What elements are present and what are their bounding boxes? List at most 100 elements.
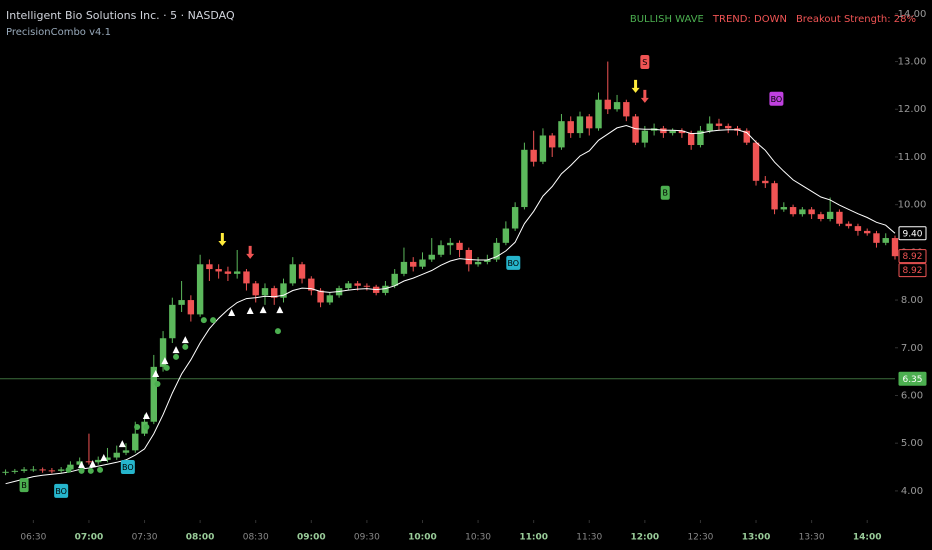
- x-tick-label: 09:30: [354, 533, 380, 543]
- candle-body: [586, 116, 593, 129]
- signal-triangle: [161, 357, 169, 365]
- price-label: 9.40: [902, 229, 922, 239]
- candle-body: [178, 300, 185, 305]
- signal-triangle: [118, 440, 126, 448]
- candle-body: [280, 283, 287, 298]
- candle-body: [706, 123, 713, 131]
- chart-title: Intelligent Bio Solutions Inc. · 5 · NAS…: [6, 9, 235, 22]
- x-tick-label: 13:30: [799, 533, 825, 543]
- signal-dot: [65, 466, 72, 473]
- signal-triangle: [276, 306, 284, 314]
- candle-body: [845, 223, 852, 227]
- candle-body: [539, 135, 547, 162]
- y-tick-label: 8.00: [901, 295, 923, 306]
- signal-triangle: [152, 370, 160, 378]
- candle-body: [11, 470, 19, 472]
- candle-body: [39, 469, 46, 471]
- candle-body: [95, 459, 102, 463]
- signal-triangle: [100, 453, 108, 461]
- price-label-box: [898, 226, 927, 241]
- signal-arrow: [246, 245, 255, 259]
- signal-dot: [143, 423, 150, 430]
- signal-triangle: [181, 336, 189, 344]
- candle-body: [48, 470, 56, 472]
- y-tick-label: 13.00: [898, 57, 927, 68]
- signal-dot: [274, 328, 281, 335]
- candle-body: [891, 238, 899, 257]
- candle-body: [817, 214, 825, 219]
- candle-body: [567, 121, 574, 134]
- candle-body: [169, 304, 176, 339]
- indicator-name: PrecisionCombo v4.1: [6, 27, 111, 38]
- signal-label: BO: [507, 259, 519, 268]
- candle-body: [474, 261, 482, 265]
- signal-label: S: [642, 58, 647, 67]
- candle-body: [159, 338, 167, 367]
- candle-body: [437, 245, 445, 255]
- signal-label: B: [662, 189, 668, 198]
- candle-body: [132, 433, 139, 451]
- signal-dot: [210, 317, 217, 324]
- candle-body: [243, 271, 250, 284]
- y-tick-label: 14.00: [898, 9, 927, 20]
- candle-body: [882, 238, 889, 243]
- signal-label: BO: [55, 487, 67, 496]
- candle-body: [548, 135, 556, 148]
- candle-body: [530, 149, 537, 162]
- price-label: 8.92: [902, 252, 922, 262]
- signal-label-box: [640, 55, 650, 70]
- signal-dot: [154, 381, 161, 388]
- candle-body: [789, 207, 797, 215]
- candle-body: [382, 285, 389, 293]
- candle-body: [576, 116, 584, 134]
- signal-label-box: [660, 185, 670, 200]
- candle-body: [595, 99, 602, 129]
- candle-body: [465, 249, 473, 265]
- x-tick-label: 11:30: [576, 533, 602, 543]
- candle-body: [354, 283, 361, 286]
- candle-body: [150, 366, 157, 422]
- signal-label-box: [769, 91, 784, 106]
- x-tick-label: 07:30: [132, 533, 158, 543]
- candle-body: [308, 278, 315, 291]
- candle-body: [187, 300, 195, 315]
- candle-body: [391, 273, 398, 286]
- signal-dot: [97, 466, 104, 473]
- y-tick-label: 6.00: [901, 390, 923, 401]
- candle-body: [271, 288, 278, 298]
- x-tick-label: 11:00: [519, 533, 548, 543]
- candle-body: [511, 207, 519, 229]
- candle-body: [345, 283, 352, 289]
- candle-body: [233, 271, 241, 274]
- candle-body: [697, 130, 704, 146]
- x-tick-label: 09:00: [297, 533, 326, 543]
- candle-body: [122, 450, 130, 453]
- x-tick-label: 12:30: [687, 533, 713, 543]
- price-label-box: [898, 371, 927, 386]
- candle-body: [715, 123, 723, 126]
- candle-body: [67, 464, 74, 470]
- status-text: Breakout Strength: 28%: [796, 14, 916, 25]
- candle-body: [224, 271, 232, 274]
- price-label-box: [898, 263, 927, 278]
- signal-dot: [78, 467, 85, 474]
- y-tick-label: 5.00: [901, 438, 923, 449]
- candle-body: [20, 469, 28, 471]
- candle-body: [780, 207, 788, 210]
- x-tick-label: 10:00: [408, 533, 437, 543]
- signal-dot: [200, 317, 207, 324]
- x-tick-label: 08:00: [186, 533, 215, 543]
- candle-body: [613, 102, 621, 110]
- candle-body: [215, 269, 222, 272]
- x-tick-label: 06:30: [20, 533, 46, 543]
- x-tick-label: 10:30: [465, 533, 491, 543]
- signal-dot: [182, 343, 189, 350]
- candle-body: [289, 264, 296, 284]
- candle-body: [447, 242, 454, 246]
- candle-body: [484, 259, 491, 262]
- signal-label-box: [506, 255, 521, 270]
- signal-label: BO: [122, 463, 134, 472]
- candle-body: [261, 288, 269, 296]
- candle-body: [762, 180, 769, 184]
- candle-body: [419, 259, 426, 267]
